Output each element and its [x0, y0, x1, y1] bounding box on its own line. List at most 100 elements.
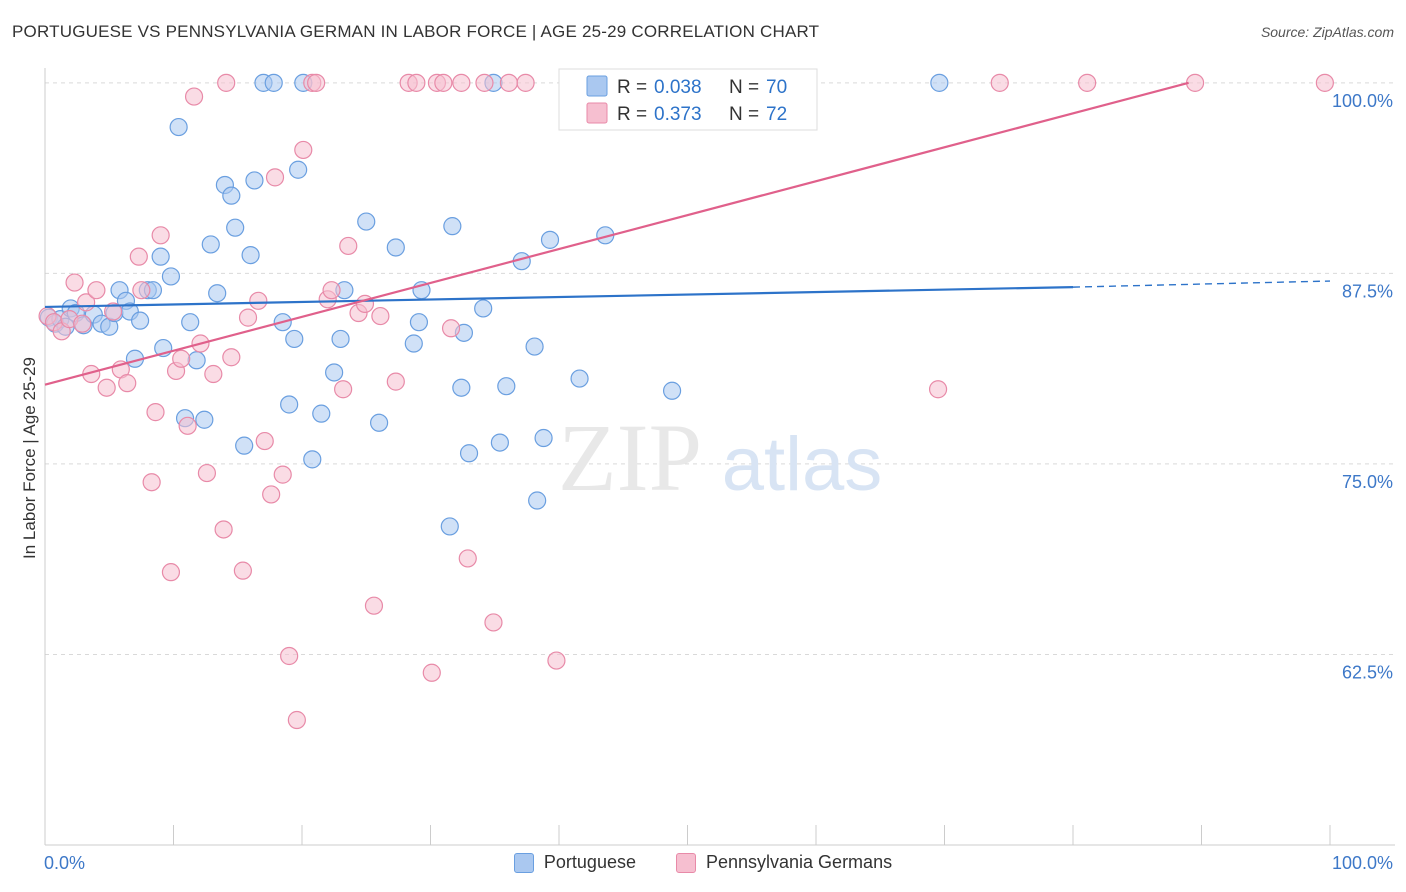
point-pa-german [87, 281, 106, 300]
point-portuguese [195, 410, 214, 429]
stats-legend: R = 0.038 N = 70 R = 0.373 N = 72 [558, 68, 818, 131]
point-pa-german [204, 364, 223, 384]
point-pa-german [422, 663, 441, 682]
point-pa-german [280, 646, 299, 666]
bottom-legend: Portuguese Pennsylvania Germans [0, 852, 1406, 873]
point-pa-german [499, 73, 518, 92]
point-pa-german [178, 416, 197, 435]
point-portuguese [181, 313, 200, 332]
chart-title: PORTUGUESE VS PENNSYLVANIA GERMAN IN LAB… [12, 22, 820, 41]
point-portuguese [245, 171, 264, 190]
y-tick-label: 75.0% [1342, 472, 1393, 492]
y-tick-label: 62.5% [1342, 662, 1393, 682]
point-pa-german [458, 549, 477, 568]
point-pa-german [371, 306, 390, 326]
point-pa-german [255, 431, 274, 451]
point-pa-german [161, 563, 181, 582]
x-tick-label-max: 100.0% [1332, 853, 1393, 873]
point-portuguese [130, 311, 150, 330]
y-tick-label: 100.0% [1332, 91, 1393, 111]
point-pa-german [287, 710, 306, 730]
point-portuguese [151, 247, 170, 266]
point-portuguese [452, 378, 471, 397]
point-portuguese [208, 284, 227, 303]
stats-r-value-pa-german: 0.373 [654, 104, 702, 125]
stats-r-label-portuguese: R = [617, 77, 647, 98]
point-pa-german [172, 349, 191, 368]
point-portuguese [528, 491, 547, 510]
point-portuguese [930, 73, 949, 92]
point-pa-german [441, 319, 461, 338]
point-pa-german [339, 236, 358, 256]
point-pa-german [129, 247, 148, 266]
stats-n-label-portuguese: N = [729, 77, 759, 98]
point-portuguese [201, 235, 220, 254]
point-portuguese [490, 433, 509, 452]
point-pa-german [1185, 73, 1205, 92]
point-portuguese [325, 363, 344, 382]
point-pa-german [118, 374, 137, 393]
point-pa-german [407, 73, 426, 92]
point-portuguese [497, 377, 516, 396]
point-pa-german [222, 348, 241, 367]
point-pa-german [146, 403, 165, 422]
point-pa-german [142, 473, 161, 492]
point-pa-german [928, 380, 948, 399]
point-pa-german [233, 561, 252, 580]
point-portuguese [187, 351, 206, 370]
point-pa-german [262, 485, 281, 504]
stats-swatch-pa-german [586, 102, 608, 124]
point-pa-german [484, 613, 503, 632]
point-pa-german [516, 73, 535, 92]
legend-swatch-portuguese [513, 852, 534, 873]
stats-r-value-portuguese: 0.038 [654, 77, 702, 98]
watermark-atlas: atlas [722, 422, 883, 507]
point-portuguese [264, 73, 283, 92]
trendline-pa-german [44, 81, 1189, 386]
point-pa-german [151, 226, 170, 245]
point-pa-german [273, 465, 292, 484]
point-pa-german [547, 651, 566, 670]
stats-swatch-portuguese [586, 75, 608, 97]
watermark-zip: ZIP [558, 404, 702, 511]
point-pa-german [214, 520, 233, 539]
point-portuguese [474, 299, 493, 318]
point-pa-german [307, 73, 326, 92]
point-pa-german [265, 168, 285, 187]
point-pa-german [1315, 73, 1334, 92]
point-pa-german [97, 378, 116, 397]
point-pa-german [73, 314, 92, 333]
point-portuguese [280, 395, 299, 414]
trendline-portuguese [44, 286, 1074, 309]
point-portuguese [525, 337, 544, 356]
point-pa-german [249, 291, 268, 310]
point-portuguese [289, 160, 308, 179]
trendline-portuguese-extension [1072, 280, 1331, 288]
point-pa-german [238, 308, 258, 327]
stats-n-value-pa-german: 72 [766, 104, 787, 125]
point-portuguese [386, 238, 405, 257]
legend-item-portuguese: Portuguese [513, 852, 636, 873]
point-pa-german [184, 87, 204, 106]
point-pa-german [364, 596, 384, 615]
point-portuguese [370, 413, 389, 432]
point-portuguese [540, 230, 560, 249]
point-portuguese [241, 246, 260, 265]
axes-layer: 62.5% 75.0% 87.5% 100.0% [44, 68, 1395, 846]
point-portuguese [459, 444, 479, 463]
point-pa-german [217, 73, 236, 92]
point-pa-german [386, 372, 405, 391]
point-portuguese [443, 217, 462, 236]
point-portuguese [226, 218, 245, 237]
legend-label-portuguese: Portuguese [543, 852, 636, 872]
point-pa-german [475, 73, 494, 92]
point-pa-german [132, 281, 151, 300]
stats-n-label-pa-german: N = [729, 104, 759, 125]
point-pa-german [65, 273, 84, 292]
x-tick-label-min: 0.0% [44, 853, 85, 873]
legend-swatch-pa-german [675, 852, 696, 873]
points-layer [38, 73, 1334, 730]
point-pa-german [1078, 73, 1097, 92]
point-pa-german [452, 73, 471, 92]
